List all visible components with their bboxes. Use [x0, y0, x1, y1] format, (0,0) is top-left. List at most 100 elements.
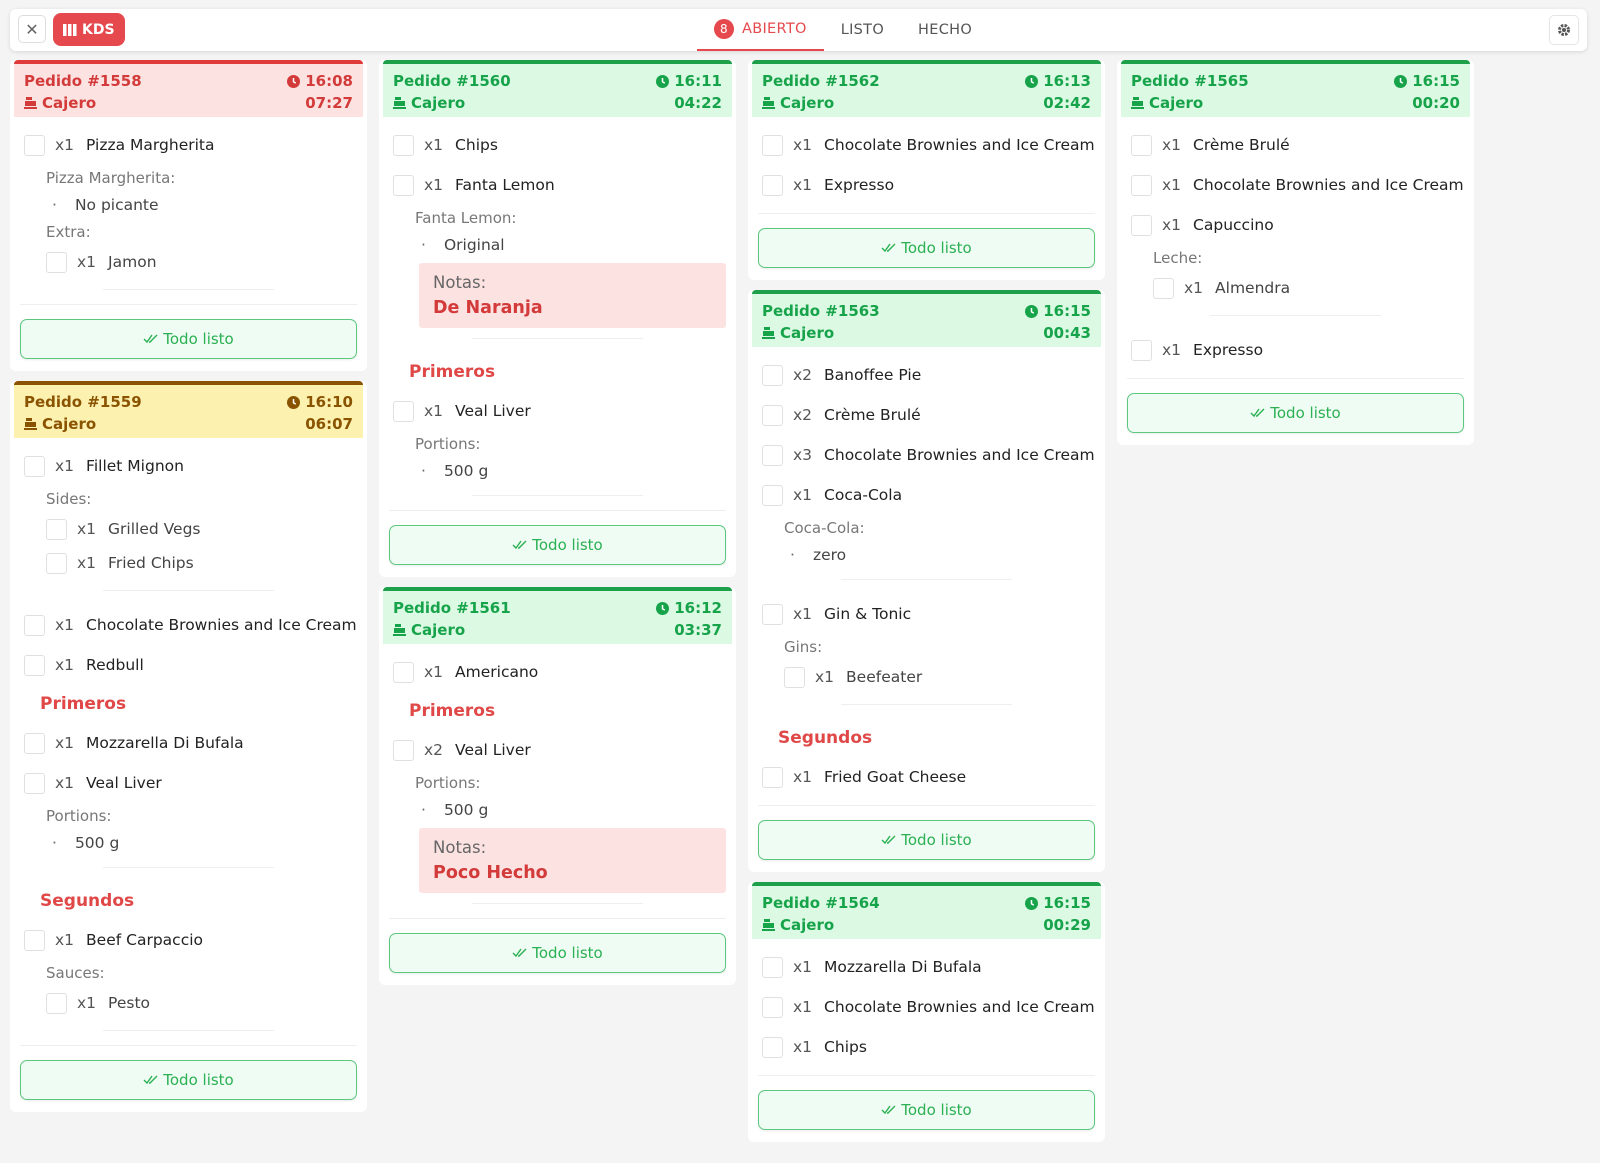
- item-name: Chocolate Brownies and Ice Cream: [824, 998, 1095, 1016]
- checkbox[interactable]: [46, 992, 67, 1014]
- item-name: Chocolate Brownies and Ice Cream: [824, 446, 1095, 464]
- separator: [389, 510, 726, 511]
- note: Notas: De Naranja: [419, 263, 726, 328]
- item-row: x1 Beef Carpaccio: [10, 920, 367, 960]
- item-qty: x1: [55, 616, 75, 634]
- checkbox[interactable]: [393, 400, 414, 422]
- elapsed: 06:07: [305, 415, 353, 433]
- item-qty: x1: [424, 663, 444, 681]
- icon: [393, 97, 406, 109]
- modifier-option: 500 g: [379, 796, 736, 824]
- checkbox[interactable]: [762, 956, 783, 978]
- check-icon: [512, 948, 527, 958]
- icon: [143, 1075, 158, 1085]
- checkbox[interactable]: [762, 996, 783, 1018]
- order-source: Cajero: [762, 324, 1025, 342]
- item-name: Veal Liver: [455, 402, 531, 420]
- order-items: x1 Americano Primeros x2 Veal Liver Portions:…: [379, 644, 736, 904]
- settings-button[interactable]: [1549, 15, 1579, 45]
- icon: [881, 243, 896, 253]
- ready-button[interactable]: Todo listo: [389, 933, 726, 973]
- order-header: Pedido #1562 16:13 Cajero 02:42: [752, 60, 1101, 117]
- tab[interactable]: HECHO: [901, 9, 989, 51]
- order-header: Pedido #1565 16:15 Cajero 00:20: [1121, 60, 1470, 117]
- item-qty: x1: [77, 994, 97, 1012]
- item-row: x1 Chips: [379, 125, 736, 165]
- modifier-option: zero: [748, 541, 1105, 569]
- checkbox[interactable]: [1131, 214, 1152, 236]
- item-qty: x1: [815, 668, 835, 686]
- item-qty: x1: [1162, 341, 1182, 359]
- order-time: 16:08: [287, 72, 353, 90]
- order-time: 16:13: [1025, 72, 1091, 90]
- order-number: Pedido #1559: [24, 393, 142, 411]
- icon: [881, 1105, 896, 1115]
- item-qty: x1: [55, 656, 75, 674]
- item-row: x1 Mozzarella Di Bufala: [10, 723, 367, 763]
- checkbox[interactable]: [24, 614, 45, 636]
- note-label: Notas:: [433, 838, 487, 857]
- register-icon: [393, 97, 406, 109]
- checkbox[interactable]: [46, 251, 67, 273]
- separator: [20, 1045, 357, 1046]
- checkbox[interactable]: [762, 484, 783, 506]
- item-name: Expresso: [1193, 341, 1264, 359]
- ready-button[interactable]: Todo listo: [1127, 393, 1464, 433]
- checkbox[interactable]: [1131, 134, 1152, 156]
- ready-button[interactable]: Todo listo: [758, 820, 1095, 860]
- checkbox[interactable]: [24, 455, 45, 477]
- checkbox[interactable]: [46, 552, 67, 574]
- icon: [143, 334, 158, 344]
- close-button[interactable]: ✕: [18, 15, 46, 43]
- ready-button[interactable]: Todo listo: [758, 1090, 1095, 1130]
- button-label: Todo listo: [901, 1101, 972, 1119]
- checkbox[interactable]: [24, 732, 45, 754]
- checkbox[interactable]: [762, 174, 783, 196]
- checkbox[interactable]: [762, 444, 783, 466]
- gear-icon: [1558, 24, 1570, 36]
- order-card: Pedido #1558 16:08 Cajero 07:27 x1 Pizza Marg…: [10, 60, 367, 371]
- divider: [471, 495, 644, 496]
- item-qty: x3: [793, 446, 813, 464]
- checkbox[interactable]: [24, 134, 45, 156]
- tab[interactable]: LISTO: [824, 9, 901, 51]
- checkbox[interactable]: [24, 654, 45, 676]
- item-qty: x1: [1162, 176, 1182, 194]
- checkbox[interactable]: [762, 603, 783, 625]
- checkbox[interactable]: [24, 929, 45, 951]
- checkbox[interactable]: [784, 666, 805, 688]
- divider: [102, 289, 275, 290]
- checkbox[interactable]: [393, 661, 414, 683]
- button-label: Todo listo: [901, 831, 972, 849]
- order-time: 16:10: [287, 393, 353, 411]
- grid-icon: [63, 23, 77, 36]
- checkbox[interactable]: [46, 518, 67, 540]
- checkbox[interactable]: [393, 174, 414, 196]
- item-name: Chips: [824, 1038, 867, 1056]
- checkbox[interactable]: [24, 772, 45, 794]
- checkbox[interactable]: [762, 766, 783, 788]
- checkbox[interactable]: [762, 404, 783, 426]
- check-icon: [881, 243, 896, 253]
- checkbox[interactable]: [393, 134, 414, 156]
- checkbox[interactable]: [1131, 174, 1152, 196]
- ready-button[interactable]: Todo listo: [20, 1060, 357, 1100]
- ready-button[interactable]: Todo listo: [758, 228, 1095, 268]
- modifier-option: 500 g: [379, 457, 736, 485]
- kds-button[interactable]: KDS: [53, 13, 125, 46]
- item-name: Beefeater: [846, 668, 923, 686]
- checkbox[interactable]: [762, 1036, 783, 1058]
- item-qty: x1: [1184, 279, 1204, 297]
- time: 16:12: [674, 599, 722, 617]
- order-source: Cajero: [393, 621, 656, 639]
- checkbox[interactable]: [1153, 277, 1174, 299]
- checkbox[interactable]: [1131, 339, 1152, 361]
- checkbox[interactable]: [393, 739, 414, 761]
- tab[interactable]: 8 ABIERTO: [697, 9, 824, 51]
- ready-button[interactable]: Todo listo: [389, 525, 726, 565]
- register-icon: [1131, 97, 1144, 109]
- checkbox[interactable]: [762, 134, 783, 156]
- ready-button[interactable]: Todo listo: [20, 319, 357, 359]
- checkbox[interactable]: [762, 364, 783, 386]
- note-label: Notas:: [433, 273, 487, 292]
